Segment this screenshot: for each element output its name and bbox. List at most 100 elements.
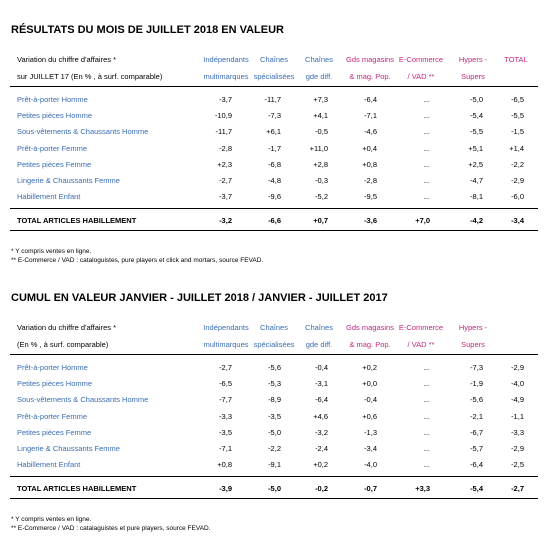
cell: +4,6 — [313, 411, 328, 421]
cell: -3,5 — [219, 427, 232, 437]
cell: -4,6 — [364, 127, 377, 137]
cell: -5,0 — [470, 95, 483, 104]
cell: -4,8 — [268, 176, 281, 185]
cell: -5,5 — [470, 127, 483, 137]
row-label: Prêt-à-porter Femme — [17, 411, 88, 421]
cell: -5,6 — [470, 395, 483, 405]
column-header: & mag. Pop. — [349, 72, 391, 81]
cell: -0,4 — [364, 395, 377, 405]
cell: -2,9 — [511, 176, 524, 185]
cell: ... — [423, 395, 430, 405]
cell: -3,5 — [268, 411, 281, 421]
cell: -2,9 — [511, 363, 524, 372]
note: * Y compris ventes en ligne. — [11, 516, 92, 523]
cell: -4,0 — [511, 379, 524, 389]
total-cell: -3,6 — [364, 216, 377, 225]
cell: -3,3 — [511, 427, 524, 437]
cell: +6,1 — [266, 127, 281, 137]
cell: ... — [423, 411, 430, 421]
row-label: Petites pièces Femme — [17, 427, 92, 437]
cell: -1,9 — [470, 379, 483, 389]
cell: -4,0 — [364, 460, 377, 470]
cell: -2,2 — [511, 159, 524, 169]
cell: -7,1 — [364, 111, 377, 121]
cell: ... — [423, 460, 430, 470]
cell: +0,0 — [362, 379, 377, 389]
cell: +2,8 — [313, 159, 328, 169]
rule — [10, 86, 538, 87]
cell: -3,1 — [315, 379, 328, 389]
cell: -1,3 — [364, 427, 377, 437]
cell: ... — [423, 427, 430, 437]
total-label: TOTAL ARTICLES HABILLEMENT — [17, 216, 137, 225]
cell: ... — [423, 444, 430, 453]
rule — [10, 498, 538, 499]
total-cell: -6,6 — [268, 216, 281, 225]
cell: +1,4 — [509, 143, 524, 153]
cell: +4,1 — [313, 111, 328, 121]
cell: +0,2 — [362, 363, 377, 372]
row-label: Sous-vêtements & Chaussants Homme — [17, 127, 149, 137]
cell: +2,5 — [468, 159, 483, 169]
cell: -3,4 — [364, 444, 377, 453]
column-header: Supers — [461, 72, 485, 81]
cell: -5,3 — [268, 379, 281, 389]
cell: -3,7 — [219, 95, 232, 104]
column-header: multimarques — [203, 72, 249, 81]
total-cell: +3,3 — [415, 484, 430, 493]
header-label: Variation du chiffre d'affaires * — [17, 323, 116, 332]
column-header: TOTAL — [504, 55, 528, 64]
row-label: Sous-vêtements & Chaussants Homme — [17, 395, 149, 405]
cell: -7,7 — [219, 395, 232, 405]
cell: -6,7 — [470, 427, 483, 437]
cell: ... — [423, 159, 430, 169]
cell: -11,7 — [264, 95, 281, 104]
section-title: RÉSULTATS DU MOIS DE JUILLET 2018 EN VAL… — [11, 24, 284, 36]
cell: -4,9 — [511, 395, 524, 405]
total-cell: +0,7 — [313, 216, 328, 225]
column-header: Chaînes — [305, 55, 333, 64]
row-label: Petites pièces Homme — [17, 111, 93, 121]
cell: -10,9 — [214, 111, 232, 121]
column-header: Chaînes — [260, 55, 288, 64]
cell: -6,4 — [364, 95, 377, 104]
header-label: Variation du chiffre d'affaires * — [17, 55, 116, 64]
cell: +0,6 — [362, 411, 377, 421]
column-header: Indépendants — [203, 323, 249, 332]
row-label: Lingerie & Chaussants Femme — [17, 176, 120, 185]
column-header: Indépendants — [203, 55, 249, 64]
cell: -6,4 — [315, 395, 328, 405]
column-header: Gds magasins — [346, 323, 394, 332]
column-header: Hypers - — [458, 323, 488, 332]
row-label: Lingerie & Chaussants Femme — [17, 444, 120, 453]
rule — [10, 476, 538, 477]
column-header: Supers — [461, 340, 485, 349]
cell: ... — [423, 176, 430, 185]
cell: -2,7 — [219, 363, 232, 372]
cell: -2,1 — [470, 411, 483, 421]
cell: +0,4 — [362, 143, 377, 153]
cell: -3,3 — [219, 411, 232, 421]
total-cell: -0,2 — [315, 484, 328, 493]
total-cell: -5,4 — [470, 484, 483, 493]
column-header: spécialisées — [253, 72, 295, 81]
row-label: Prêt-à-porter Homme — [17, 363, 88, 372]
cell: -2,9 — [511, 444, 524, 453]
column-header: & mag. Pop. — [349, 340, 391, 349]
cell: +0,2 — [313, 460, 328, 470]
cell: -6,5 — [219, 379, 232, 389]
total-cell: -3,4 — [511, 216, 524, 225]
cell: -3,7 — [219, 192, 232, 202]
column-header: spécialisées — [253, 340, 295, 349]
total-cell: -2,7 — [511, 484, 524, 493]
cell: +11,0 — [309, 143, 328, 153]
cell: -3,2 — [315, 427, 328, 437]
row-label: Prêt-à-porter Homme — [17, 95, 88, 104]
header-label: sur JUILLET 17 (En % , à surf. comparabl… — [17, 72, 163, 81]
cell: -1,7 — [268, 143, 281, 153]
cell: ... — [423, 127, 430, 137]
cell: +0,8 — [217, 460, 232, 470]
cell: -7,3 — [268, 111, 281, 121]
cell: -2,5 — [511, 460, 524, 470]
